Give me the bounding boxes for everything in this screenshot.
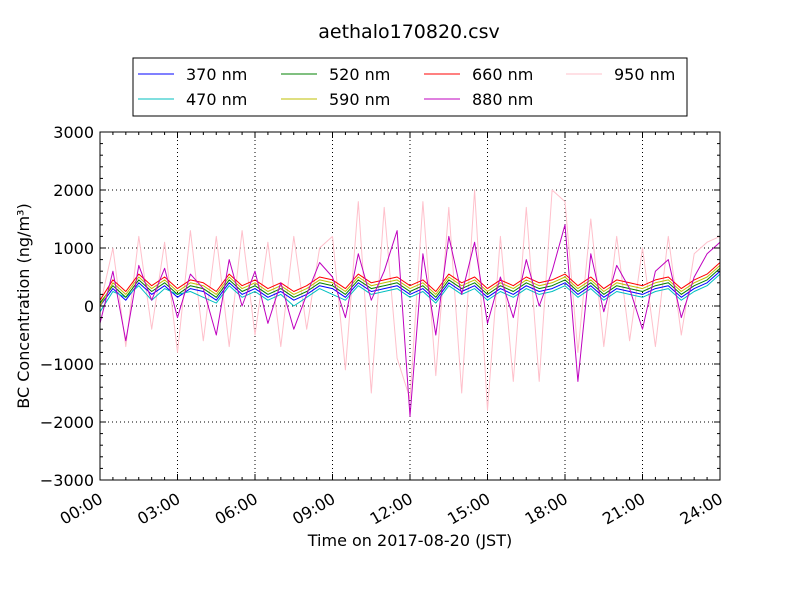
chart-title: aethalo170820.csv bbox=[318, 21, 500, 43]
series-line-370-nm bbox=[99, 270, 721, 307]
x-axis-label: Time on 2017-08-20 (JST) bbox=[307, 531, 512, 550]
y-tick-label: 3000 bbox=[53, 123, 94, 142]
series-line-880-nm bbox=[99, 224, 721, 417]
y-tick-label: 0 bbox=[84, 297, 94, 316]
y-axis-label: BC Concentration (ng/m³) bbox=[14, 203, 33, 408]
legend-label: 590 nm bbox=[329, 90, 390, 109]
y-tick-label: −3000 bbox=[40, 471, 94, 490]
grid bbox=[100, 132, 720, 480]
ticks bbox=[99, 131, 721, 481]
y-tick-label: 2000 bbox=[53, 181, 94, 200]
y-tick-labels: −3000 −2000 −1000 0 1000 2000 3000 bbox=[40, 123, 94, 490]
y-tick-label: −1000 bbox=[40, 355, 94, 374]
y-tick-label: −2000 bbox=[40, 413, 94, 432]
legend-label: 660 nm bbox=[472, 65, 533, 84]
legend-label: 520 nm bbox=[329, 65, 390, 84]
series-lines bbox=[99, 189, 721, 417]
legend-label: 370 nm bbox=[186, 65, 247, 84]
series-line-950-nm bbox=[99, 189, 721, 411]
legend-frame bbox=[132, 57, 688, 117]
legend-label: 470 nm bbox=[186, 90, 247, 109]
series-line-470-nm bbox=[99, 273, 721, 313]
legend-label: 950 nm bbox=[614, 65, 675, 84]
legend: 370 nm 470 nm 520 nm 590 nm 660 nm 880 nm 950 … bbox=[132, 57, 688, 117]
legend-label: 880 nm bbox=[472, 90, 533, 109]
series-line-590-nm bbox=[99, 265, 721, 307]
series-line-660-nm bbox=[99, 262, 721, 301]
y-tick-label: 1000 bbox=[53, 239, 94, 258]
